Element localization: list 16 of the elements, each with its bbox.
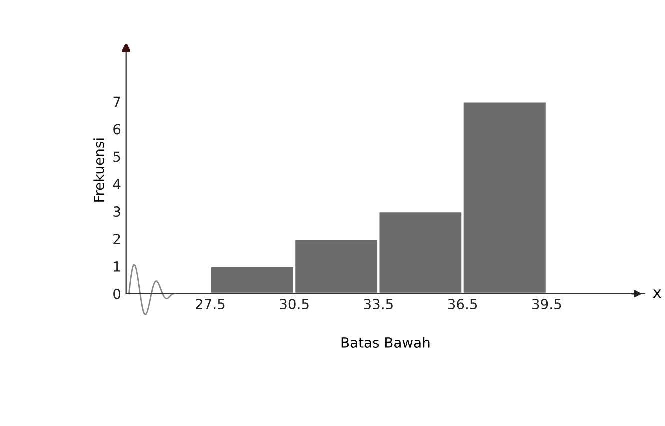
y-tick-label: 3 <box>114 206 120 218</box>
y-tick-label: 6 <box>114 124 121 135</box>
y-tick-label: 4 <box>113 179 121 190</box>
y-tick-label: 5 <box>114 152 120 162</box>
x-tick-label: 33.5 <box>364 299 393 310</box>
x-tick-label: 30.5 <box>280 299 309 310</box>
y-tick-label: 7 <box>114 96 120 108</box>
text: x <box>653 290 662 298</box>
x-tick-label: 36.5 <box>448 299 478 310</box>
y-tick-label: 2 <box>114 234 120 244</box>
x-tick-label: 27.5 <box>196 299 225 310</box>
x-tick-label: 39.5 <box>532 299 562 310</box>
x-axis-title: Batas Bawah <box>342 337 430 348</box>
y-axis-title: Frekuensi <box>94 138 104 202</box>
y-tick-label: 0 <box>114 288 121 300</box>
y-tick-label: 1 <box>114 262 120 272</box>
